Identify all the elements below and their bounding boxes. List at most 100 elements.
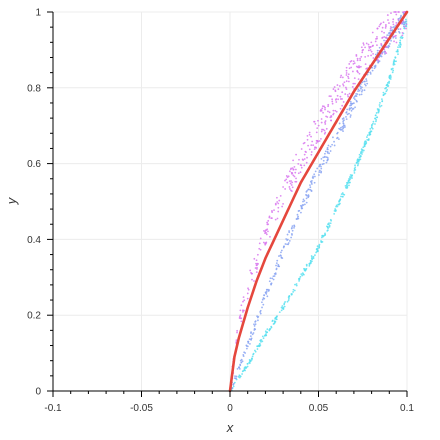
scatter-point	[310, 135, 312, 138]
scatter-point	[401, 32, 404, 34]
scatter-point	[313, 146, 316, 149]
scatter-point	[327, 144, 330, 147]
scatter-point	[349, 60, 352, 63]
scatter-point	[388, 34, 391, 36]
scatter-point	[269, 235, 271, 238]
scatter-point	[381, 100, 384, 102]
scatter-point	[235, 375, 238, 378]
scatter-point	[347, 180, 350, 183]
scatter-point	[337, 98, 340, 101]
scatter-point	[376, 44, 378, 47]
scatter-point	[361, 86, 363, 89]
scatter-point	[374, 117, 376, 120]
scatter-point	[400, 14, 402, 17]
scatter-point	[352, 107, 355, 110]
scatter-point	[287, 299, 290, 302]
scatter-point	[331, 98, 334, 101]
scatter-point	[364, 46, 366, 49]
scatter-point	[355, 65, 358, 68]
scatter-point	[350, 109, 353, 112]
scatter-point	[341, 118, 344, 120]
scatter-point	[323, 234, 326, 237]
y-axis-title: y	[4, 196, 19, 205]
scatter-point	[385, 86, 388, 89]
scatter-point	[246, 365, 249, 368]
scatter-point	[401, 34, 404, 37]
scatter-point	[266, 328, 269, 331]
scatter-point	[285, 238, 288, 240]
scatter-point	[290, 233, 293, 235]
scatter-point	[318, 246, 321, 248]
scatter-point	[402, 11, 405, 13]
scatter-point	[370, 54, 372, 57]
scatter-point	[264, 291, 267, 294]
scatter-point	[258, 342, 261, 345]
scatter-point	[290, 236, 293, 239]
scatter-point	[316, 127, 319, 130]
scatter-point	[317, 119, 319, 122]
scatter-point	[311, 260, 313, 263]
scatter-point	[362, 43, 365, 46]
scatter-point	[370, 130, 373, 133]
scatter-point	[297, 172, 300, 175]
scatter-point	[293, 165, 296, 168]
scatter-point	[259, 248, 262, 251]
scatter-point	[394, 37, 397, 39]
scatter-point	[348, 181, 351, 184]
scatter-point	[351, 86, 354, 88]
scatter-point	[401, 36, 404, 39]
scatter-point	[322, 162, 325, 165]
scatter-point	[343, 81, 346, 84]
scatter-point	[392, 69, 395, 72]
scatter-point	[320, 157, 323, 160]
scatter-point	[342, 84, 345, 87]
scatter-point	[347, 80, 350, 83]
scatter-point	[397, 53, 399, 56]
scatter-point	[315, 251, 318, 254]
scatter-point	[308, 264, 311, 267]
scatter-point	[379, 101, 381, 104]
scatter-point	[394, 11, 397, 13]
scatter-point	[277, 265, 280, 268]
scatter-point	[345, 115, 347, 118]
scatter-point	[395, 21, 398, 24]
scatter-point	[345, 80, 348, 83]
scatter-point	[275, 318, 278, 321]
scatter-point	[307, 144, 310, 147]
scatter-point	[369, 131, 372, 134]
scatter-point	[395, 41, 398, 44]
scatter-point	[307, 188, 310, 191]
scatter-point	[403, 25, 406, 28]
scatter-point	[304, 269, 307, 272]
scatter-point	[261, 335, 264, 338]
scatter-point	[281, 205, 284, 208]
scatter-point	[344, 185, 347, 187]
scatter-point	[316, 167, 319, 170]
scatter-point	[305, 201, 308, 204]
scatter-point	[271, 320, 274, 323]
scatter-point	[358, 72, 361, 75]
scatter-point	[297, 217, 300, 220]
scatter-point	[346, 183, 348, 186]
scatter-point	[381, 51, 384, 54]
scatter-point	[359, 65, 362, 68]
scatter-point	[288, 180, 291, 183]
scatter-point	[360, 90, 363, 93]
scatter-point	[293, 289, 296, 292]
scatter-point	[280, 251, 282, 254]
scatter-point	[280, 256, 283, 259]
scatter-point	[367, 43, 370, 46]
scatter-point	[377, 108, 380, 111]
scatter-point	[309, 188, 312, 191]
scatter-point	[265, 332, 268, 334]
scatter-point	[328, 111, 331, 114]
scatter-point	[311, 140, 314, 143]
scatter-point	[303, 141, 306, 144]
scatter-point	[376, 49, 379, 52]
scatter-point	[237, 375, 240, 378]
scatter-point	[335, 205, 338, 208]
scatter-point	[388, 77, 391, 80]
grid	[52, 11, 408, 392]
scatter-point	[241, 373, 243, 375]
